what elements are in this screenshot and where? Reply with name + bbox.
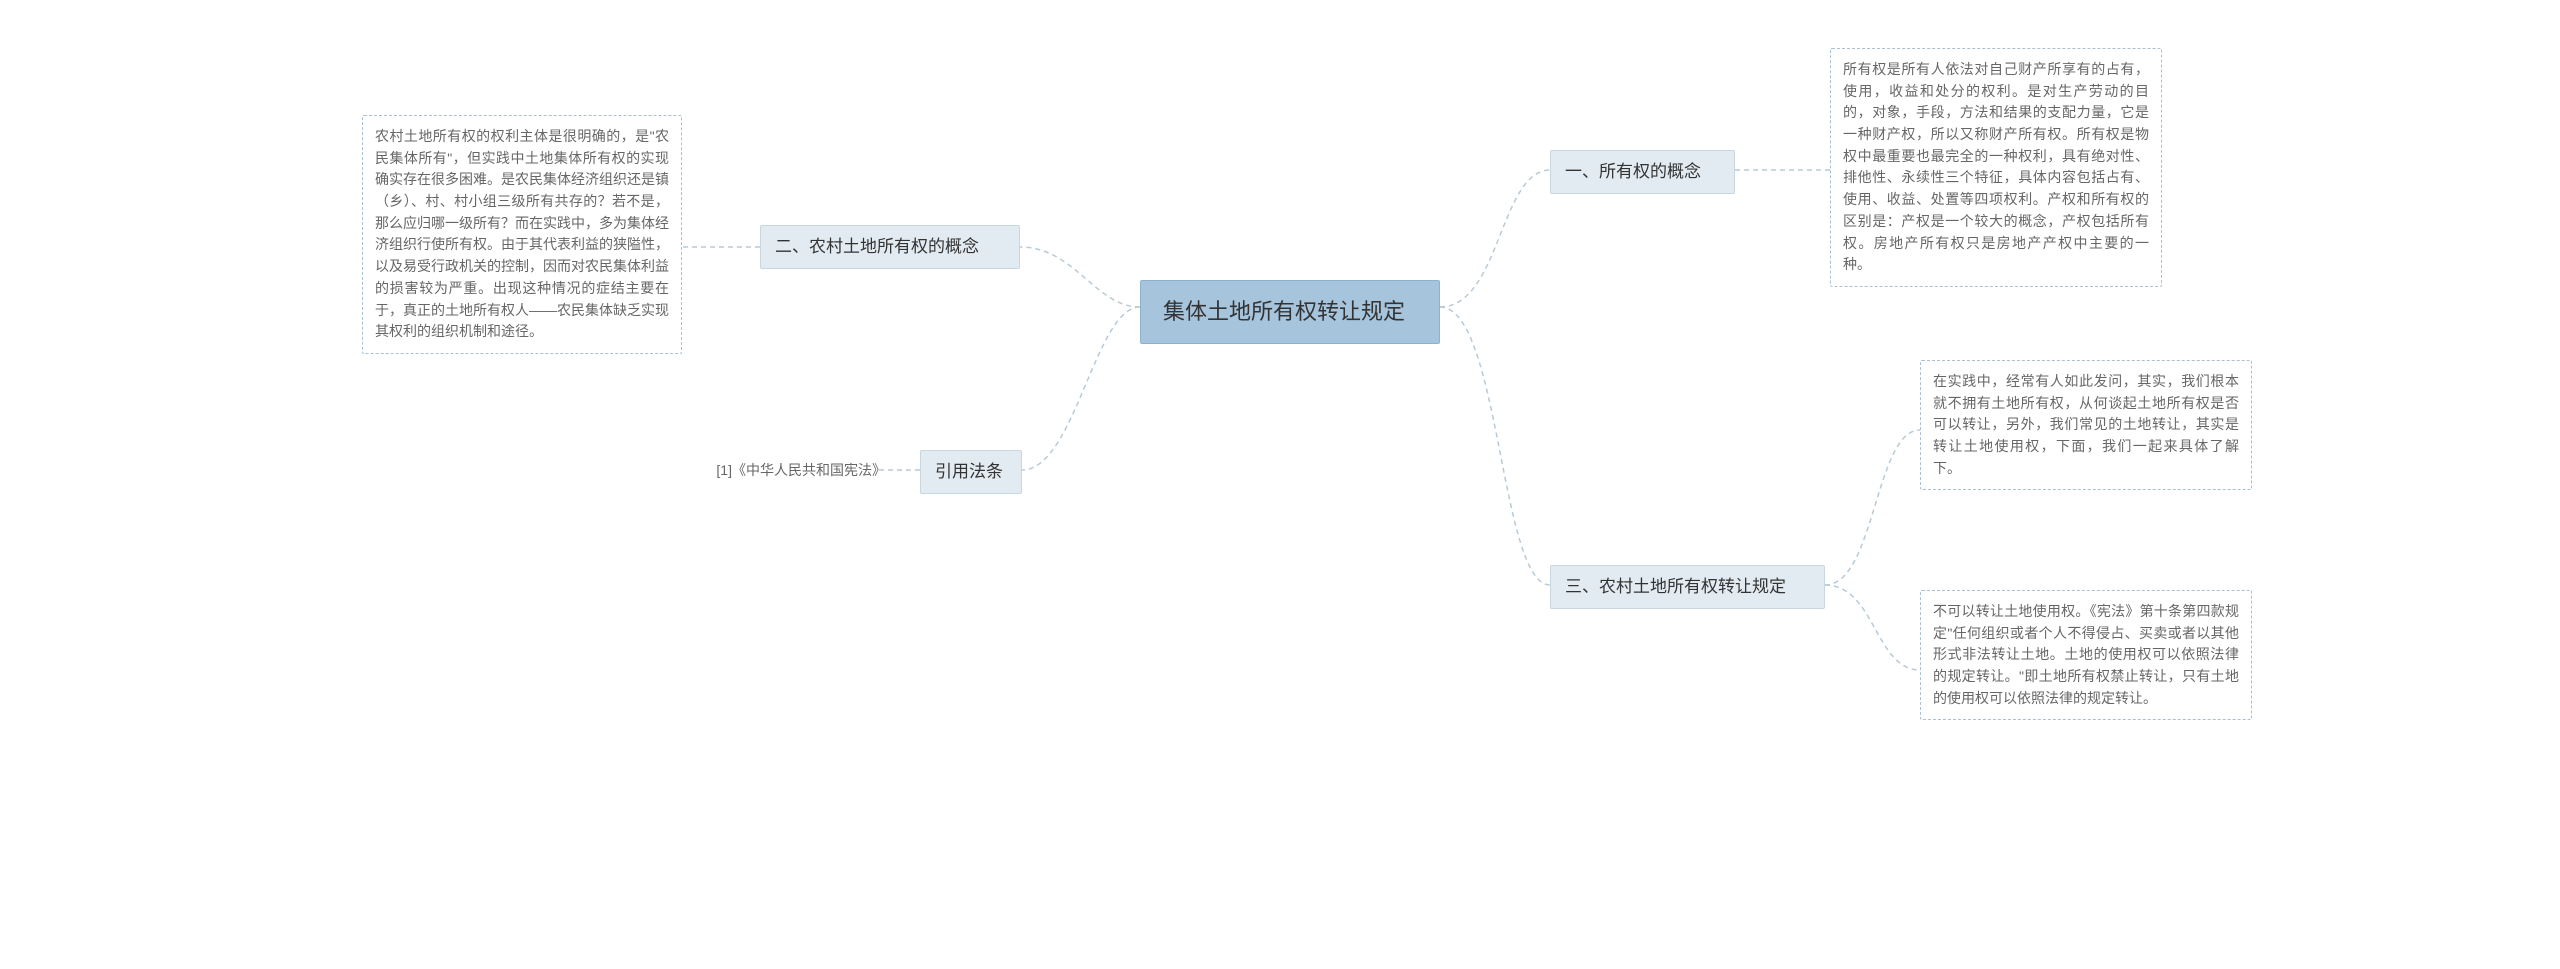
branch-citation[interactable]: 引用法条 xyxy=(920,450,1022,494)
leaf-ownership-desc: 所有权是所有人依法对自己财产所享有的占有，使用，收益和处分的权利。是对生产劳动的… xyxy=(1830,48,2162,287)
leaf-rural-concept-desc: 农村土地所有权的权利主体是很明确的，是"农民集体所有"，但实践中土地集体所有权的… xyxy=(362,115,682,354)
leaf-transfer-rules: 不可以转让土地使用权。《宪法》第十条第四款规定"任何组织或者个人不得侵占、买卖或… xyxy=(1920,590,2252,720)
branch-ownership-concept[interactable]: 一、所有权的概念 xyxy=(1550,150,1735,194)
mindmap-root[interactable]: 集体土地所有权转让规定 xyxy=(1140,280,1440,344)
branch-rural-concept[interactable]: 二、农村土地所有权的概念 xyxy=(760,225,1020,269)
leaf-citation-text: [1]《中华人民共和国宪法》 xyxy=(656,460,886,482)
branch-transfer-rules[interactable]: 三、农村土地所有权转让规定 xyxy=(1550,565,1825,609)
leaf-transfer-intro: 在实践中，经常有人如此发问，其实，我们根本就不拥有土地所有权，从何谈起土地所有权… xyxy=(1920,360,2252,490)
